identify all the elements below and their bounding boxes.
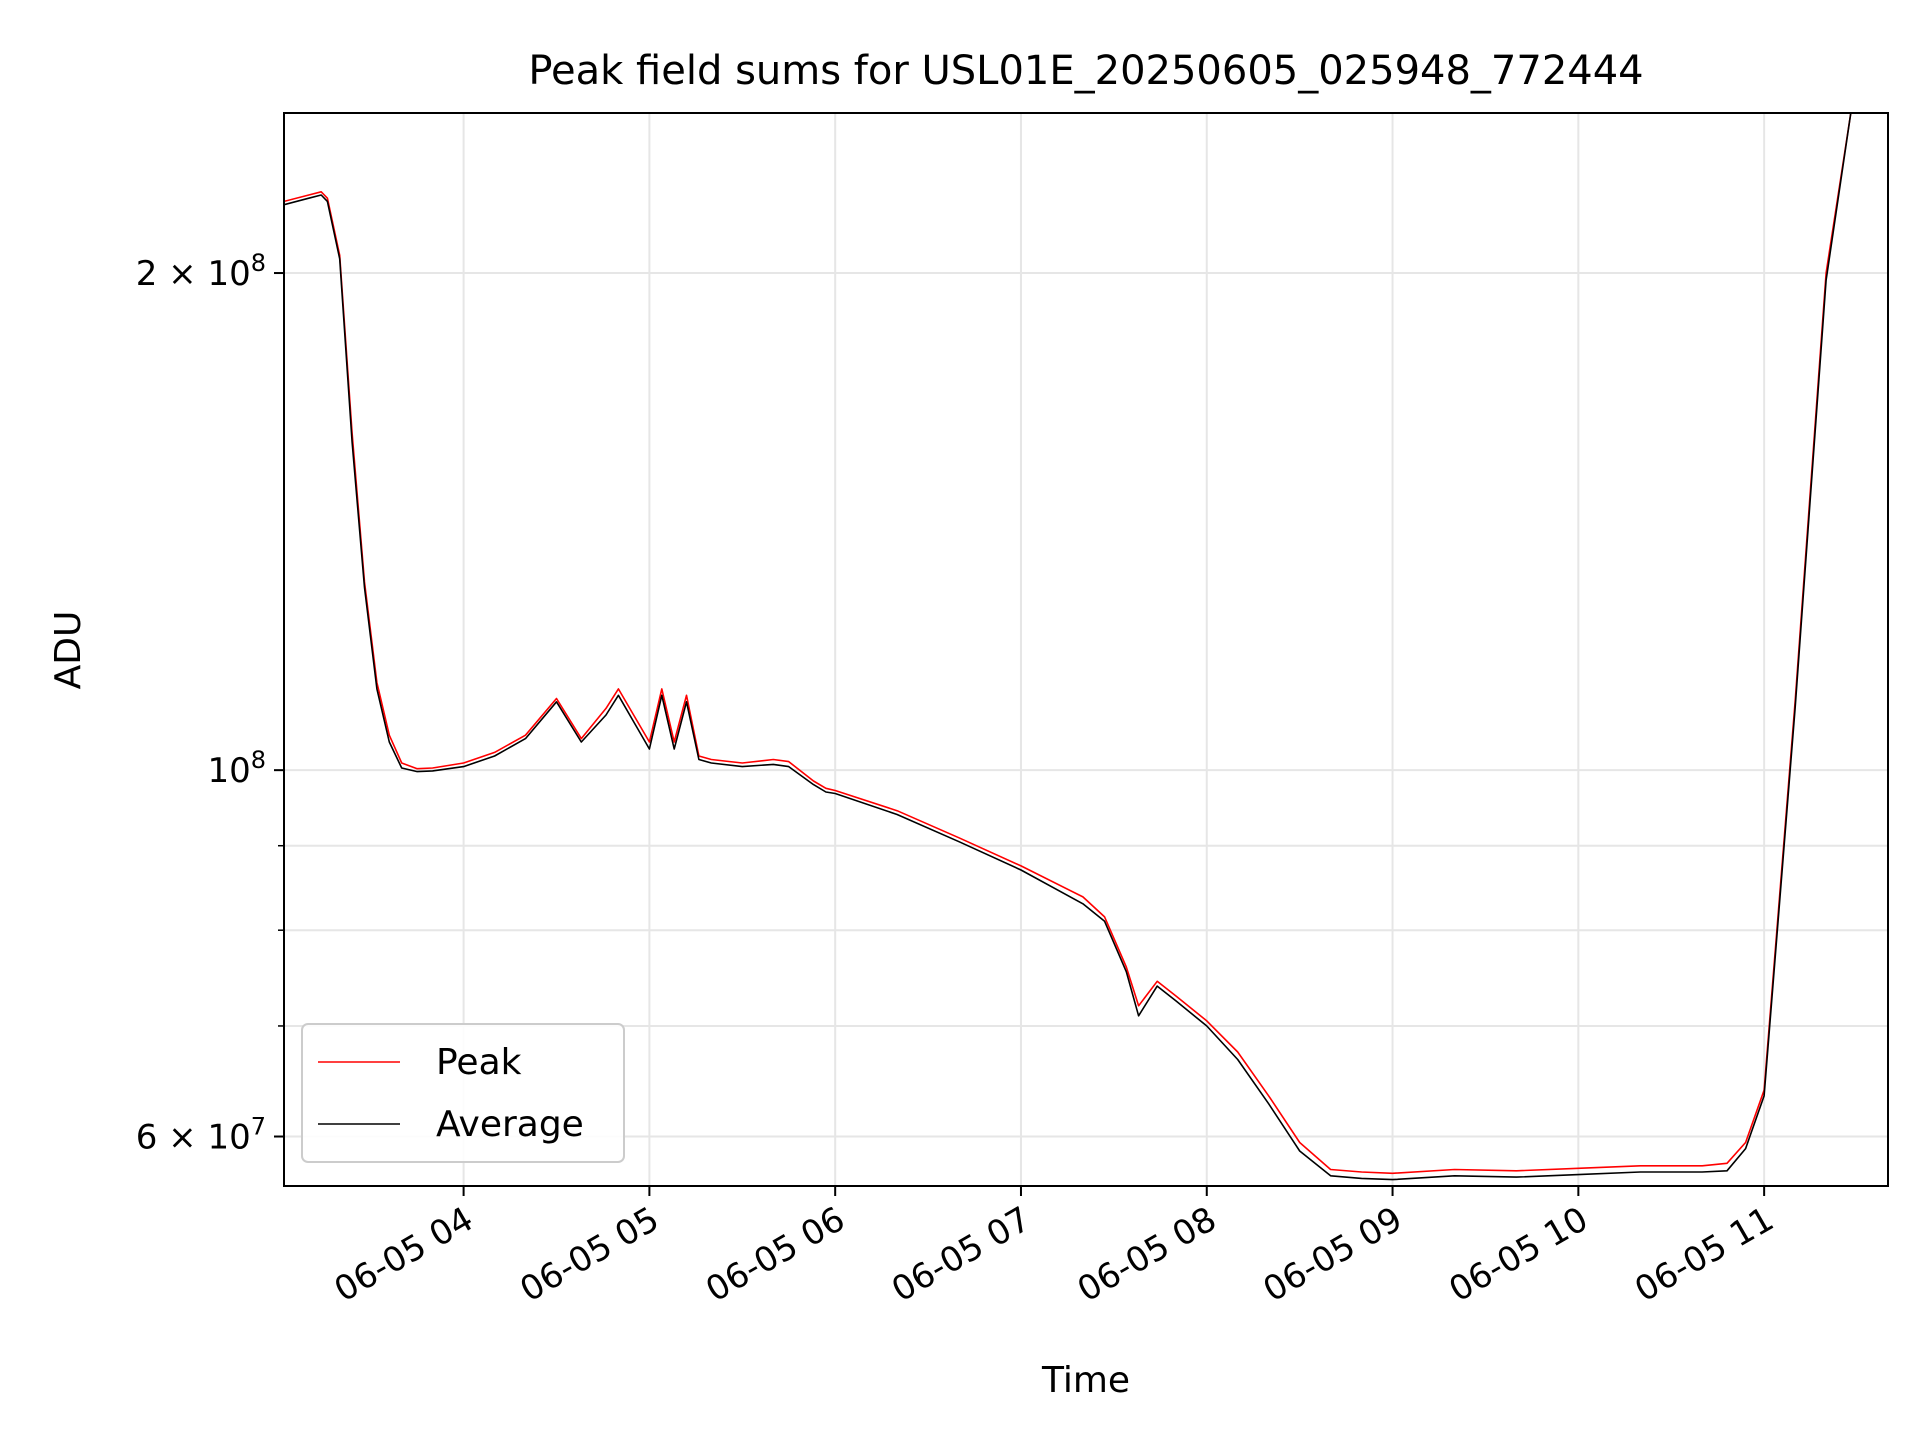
y-tick-label: 6 × 107 [136,1113,266,1158]
y-tick-label: 2 × 108 [136,249,266,294]
legend-label: Average [436,1104,584,1145]
series-layer [284,113,1852,1181]
y-axis-label: ADU [48,611,89,690]
plot-frame [283,112,1889,1187]
legend-box [301,1023,625,1163]
chart-title: Peak field sums for USL01E_20250605_0259… [528,48,1643,94]
series-line-average [284,113,1852,1181]
legend-label: Peak [436,1042,522,1083]
y-axis: 6 × 107 108 2 × 108 [136,249,284,1158]
y-tick-label: 108 [207,746,266,791]
legend: Peak Average [301,1023,625,1163]
series-line-peak [284,113,1852,1175]
x-axis-label: Time [1041,1360,1130,1401]
